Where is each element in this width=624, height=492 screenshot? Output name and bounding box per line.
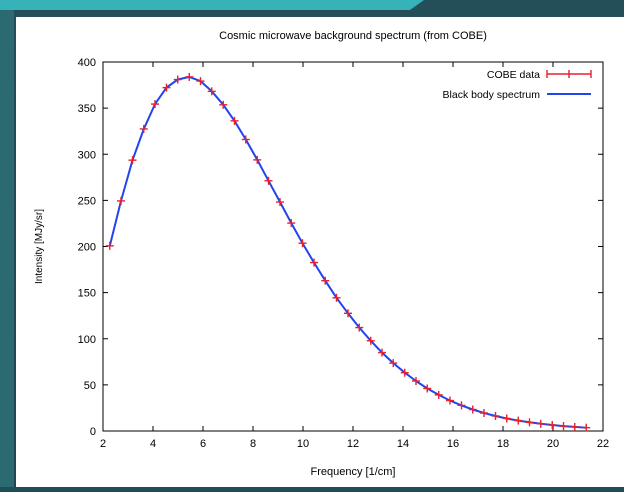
cobe-point	[185, 72, 194, 81]
black-body-line	[108, 75, 587, 429]
cobe-point	[173, 75, 182, 84]
cobe-point	[162, 83, 171, 92]
cobe-point	[548, 421, 557, 430]
cmb-spectrum-chart: Cosmic microwave background spectrum (fr…	[34, 30, 609, 478]
series-black-body-spectrum	[108, 75, 587, 429]
x-axis-ticks	[102, 62, 604, 431]
cobe-point	[355, 323, 364, 332]
y-axis-ticks	[103, 61, 603, 432]
cobe-point	[366, 336, 375, 345]
cobe-point	[559, 422, 568, 431]
cobe-point	[287, 219, 296, 228]
cobe-point	[344, 309, 352, 318]
y-tick-label-250: 250	[78, 195, 96, 207]
cobe-point	[389, 359, 398, 368]
cobe-point	[446, 396, 454, 405]
cobe-point	[117, 196, 125, 205]
slide-accent-corner	[410, 0, 424, 10]
y-tick-label-100: 100	[78, 334, 96, 346]
x-tick-label-12: 12	[347, 438, 359, 450]
x-tick-label-22: 22	[597, 438, 609, 450]
chart-panel: Cosmic microwave background spectrum (fr…	[16, 17, 624, 487]
cobe-point	[139, 124, 148, 133]
cobe-point	[468, 405, 477, 414]
y-tick-label-0: 0	[90, 426, 96, 438]
series-cobe-data	[105, 72, 591, 432]
x-tick-label-10: 10	[297, 438, 309, 450]
cobe-point	[332, 293, 341, 302]
x-tick-label-18: 18	[497, 438, 509, 450]
cobe-point	[457, 401, 466, 410]
cobe-point	[321, 276, 330, 285]
cobe-point	[412, 377, 420, 386]
legend: COBE data Black body spectrum	[443, 69, 592, 101]
cobe-point	[151, 100, 159, 109]
y-tick-label-400: 400	[78, 57, 96, 69]
cobe-point	[536, 419, 545, 428]
y-tick-label-350: 350	[78, 103, 96, 115]
cobe-point	[253, 155, 262, 164]
cobe-point	[241, 135, 250, 144]
y-axis-label: Intensity [MJy/sr]	[34, 209, 45, 284]
cobe-point	[105, 241, 114, 250]
cobe-point	[434, 390, 443, 399]
y-tick-label-150: 150	[78, 288, 96, 300]
cobe-point	[196, 77, 205, 86]
y-tick-label-300: 300	[78, 149, 96, 161]
y-tick-label-50: 50	[84, 380, 96, 392]
legend-label-cobe-data: COBE data	[487, 69, 540, 81]
x-tick-label-2: 2	[100, 438, 106, 450]
cobe-point	[514, 416, 523, 425]
x-axis-tick-labels: 2 4 6 8 10 12 14 16 18 20 22	[100, 438, 609, 450]
cobe-point	[582, 423, 591, 432]
x-tick-label-4: 4	[150, 438, 156, 450]
cobe-point	[219, 100, 228, 109]
cobe-point	[423, 384, 432, 393]
x-tick-label-14: 14	[397, 438, 409, 450]
cobe-point	[264, 176, 273, 185]
x-tick-label-16: 16	[447, 438, 459, 450]
cobe-point	[480, 409, 488, 418]
cobe-point	[128, 156, 137, 165]
slide-side-stripe	[0, 0, 14, 487]
cobe-point	[570, 422, 579, 431]
cobe-point	[310, 258, 318, 267]
cobe-point	[502, 414, 511, 423]
cobe-point	[400, 368, 409, 377]
cobe-point	[276, 198, 284, 207]
legend-sample-cobe-data	[546, 70, 592, 78]
plot-frame	[102, 61, 604, 432]
legend-label-black-body-spectrum: Black body spectrum	[443, 89, 541, 101]
cobe-point	[207, 87, 216, 96]
x-tick-label-8: 8	[250, 438, 256, 450]
cobe-point	[230, 116, 239, 125]
x-tick-label-6: 6	[200, 438, 206, 450]
y-tick-label-200: 200	[78, 242, 96, 254]
cobe-point	[525, 418, 534, 427]
y-axis-tick-labels: 0 50 100 150 200 250 300 350 400	[78, 57, 96, 438]
chart-title: Cosmic microwave background spectrum (fr…	[219, 30, 487, 42]
x-tick-label-20: 20	[547, 438, 559, 450]
cobe-point	[298, 239, 307, 248]
cobe-point	[491, 411, 500, 420]
slide-accent-bar	[0, 0, 410, 10]
x-axis-label: Frequency [1/cm]	[311, 466, 396, 478]
cobe-point	[378, 348, 386, 357]
